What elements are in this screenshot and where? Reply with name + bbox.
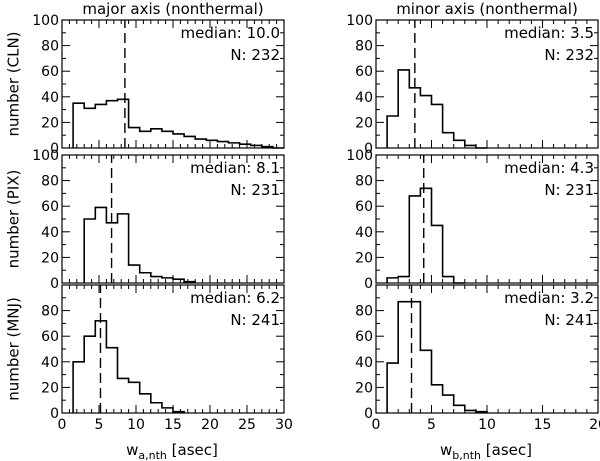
n-label-major-pix: N: 231 [230, 181, 280, 199]
y-tick-label: 100 [32, 13, 59, 29]
x-tick-label: 20 [589, 417, 600, 433]
panel-major-mnj: 0 5 10 15 20 25 30 0 20 40 60 80 median: 6.2 N: 241 nu… [5, 284, 293, 433]
y-tick-label: 60 [355, 329, 373, 345]
histogram-series-major-mnj [72, 320, 185, 413]
y-tick-label: 80 [41, 174, 59, 190]
n-label-major-mnj: N: 241 [230, 311, 280, 329]
y-tick-label: 80 [355, 304, 373, 320]
median-label-major-cln: median: 10.0 [181, 24, 280, 42]
x-tick-label: 5 [95, 417, 104, 433]
y-tick-label: 60 [41, 199, 59, 215]
column-title-minor: minor axis (nonthermal) [396, 0, 578, 18]
x-axis-label-minor-base: w [440, 441, 452, 459]
histogram-series-minor-mnj [386, 300, 488, 413]
y-tick-label: 80 [355, 174, 373, 190]
x-tick-label: 15 [164, 417, 182, 433]
x-tick-label: 10 [478, 417, 496, 433]
histogram-series-minor-cln [386, 69, 487, 149]
y-tick-label: 40 [41, 225, 59, 241]
median-label-major-mnj: median: 6.2 [190, 289, 280, 307]
y-tick-label: 60 [41, 329, 59, 345]
y-tick-label: 80 [41, 304, 59, 320]
y-tick-label: 100 [346, 13, 373, 29]
x-tick-label: 5 [427, 417, 436, 433]
x-axis-label-major-unit: [asec] [167, 441, 218, 459]
y-tick-label: 20 [355, 250, 373, 266]
y-tick-label: 60 [355, 64, 373, 80]
x-axis-label-minor-unit: [asec] [481, 441, 532, 459]
n-label-minor-mnj: N: 241 [544, 311, 594, 329]
y-tick-label: 40 [41, 90, 59, 106]
n-label-minor-pix: N: 231 [544, 181, 594, 199]
y-tick-label: 40 [41, 355, 59, 371]
y-tick-label: 40 [355, 225, 373, 241]
y-tick-label: 40 [355, 355, 373, 371]
y-tick-label: 0 [50, 276, 59, 292]
x-axis-label-major-base: w [126, 441, 138, 459]
x-tick-label: 0 [372, 417, 381, 433]
y-tick-label: 0 [364, 406, 373, 422]
y-tick-label: 0 [364, 276, 373, 292]
y-axis-label-pix: number (PIX) [5, 170, 23, 269]
x-tick-label: 30 [275, 417, 293, 433]
y-tick-label: 20 [41, 250, 59, 266]
x-tick-label: 25 [238, 417, 256, 433]
median-label-minor-mnj: median: 3.2 [504, 289, 594, 307]
histogram-series-major-pix [83, 206, 196, 283]
x-axis-label-major: wa,nth [asec] [126, 441, 218, 461]
y-tick-label: 0 [364, 141, 373, 157]
n-label-minor-cln: N: 232 [544, 46, 594, 64]
histogram-series-major-cln [72, 98, 284, 149]
y-tick-label: 100 [32, 148, 59, 164]
y-tick-label: 20 [355, 380, 373, 396]
y-tick-label: 20 [355, 115, 373, 131]
x-tick-label: 15 [534, 417, 552, 433]
y-tick-label: 60 [41, 64, 59, 80]
y-axis-label-mnj: number (MNJ) [5, 297, 23, 401]
y-tick-label: 20 [41, 380, 59, 396]
panel-minor-cln: 0 20 40 60 80 100 median: 3.5 N: 232 minor axis … [346, 0, 599, 157]
x-axis-label-major-subscript: a,nth [138, 449, 167, 461]
y-tick-label: 80 [355, 39, 373, 55]
panel-major-cln: 0 20 40 60 80 100 median: 10.0 N: 232 major axis… [5, 0, 285, 157]
panel-major-pix: 0 20 40 60 80 100 median: 8.1 N: 231 number (PIX… [5, 148, 285, 292]
median-label-major-pix: median: 8.1 [190, 159, 280, 177]
y-tick-label: 40 [355, 90, 373, 106]
y-tick-label: 80 [41, 39, 59, 55]
panel-minor-pix: 0 20 40 60 80 100 median: 4.3 N: 231 [346, 148, 599, 292]
y-axis-label-cln: number (CLN) [5, 31, 23, 136]
x-axis-label-minor-subscript: b,nth [452, 449, 481, 461]
n-label-major-cln: N: 232 [230, 46, 280, 64]
y-tick-label: 100 [346, 148, 373, 164]
y-tick-label: 60 [355, 199, 373, 215]
x-tick-label: 10 [127, 417, 145, 433]
median-label-minor-cln: median: 3.5 [504, 24, 594, 42]
y-tick-label: 0 [50, 406, 59, 422]
y-tick-label: 0 [50, 141, 59, 157]
median-label-minor-pix: median: 4.3 [504, 159, 594, 177]
column-title-major: major axis (nonthermal) [82, 0, 263, 18]
y-tick-label: 20 [41, 115, 59, 131]
x-tick-label: 0 [58, 417, 67, 433]
panel-minor-mnj: 0 5 10 15 20 0 20 40 60 80 median: 3.2 N: 241 [355, 284, 600, 433]
histogram-series-minor-pix [386, 187, 465, 284]
x-tick-label: 20 [201, 417, 219, 433]
x-axis-label-minor: wb,nth [asec] [440, 441, 532, 461]
